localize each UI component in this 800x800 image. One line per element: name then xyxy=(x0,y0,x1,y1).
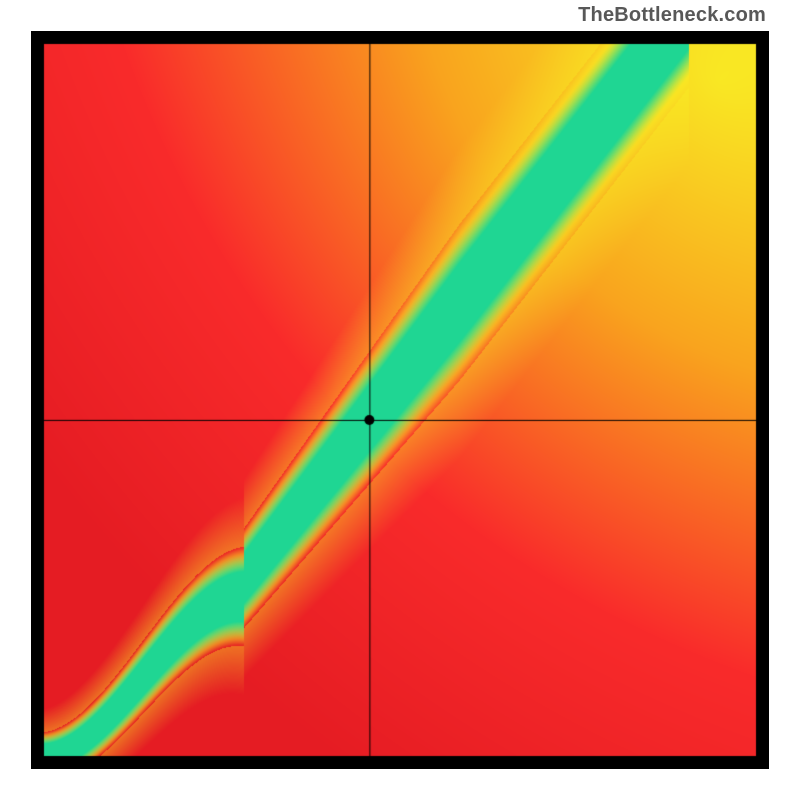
source-label: TheBottleneck.com xyxy=(578,4,766,27)
heatmap-canvas xyxy=(31,31,769,769)
chart-container: TheBottleneck.com xyxy=(0,0,800,800)
chart-frame xyxy=(31,31,769,769)
